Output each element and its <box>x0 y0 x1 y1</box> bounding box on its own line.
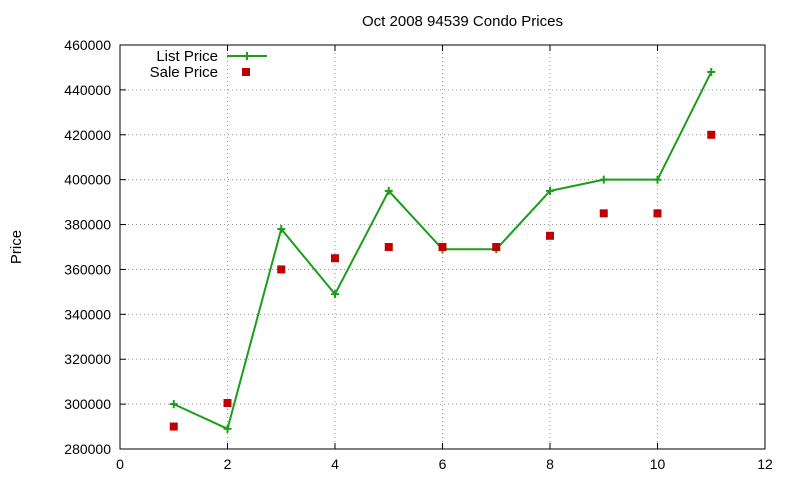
sale-price-point <box>599 209 608 218</box>
sale-price-point <box>653 209 662 218</box>
ticks-layer: 0 2 4 6 8 10 12 280000 300000 320000 340000 360000 3… <box>64 37 773 472</box>
x-tick-label: 0 <box>116 456 124 472</box>
y-tick-label: 460000 <box>64 37 111 53</box>
y-tick-label: 340000 <box>64 306 111 322</box>
y-axis-label: Price <box>8 230 25 264</box>
legend-swatch-marker <box>243 52 251 60</box>
list-price-point <box>223 424 232 433</box>
list-price-point <box>707 67 716 76</box>
x-tick-label: 2 <box>224 456 232 472</box>
list-price-point <box>169 400 178 409</box>
list-price-point <box>653 175 662 184</box>
list-price-point <box>599 175 608 184</box>
sale-price-point <box>223 398 232 407</box>
list-price-point <box>331 290 339 299</box>
y-tick-label: 380000 <box>64 217 111 233</box>
list-price-point <box>384 186 393 195</box>
y-tick-label: 440000 <box>64 82 111 98</box>
x-tick-label: 8 <box>546 456 554 472</box>
sale-price-point <box>331 254 339 263</box>
y-tick-label: 400000 <box>64 172 111 188</box>
grid-layer <box>120 45 765 449</box>
list-price-point <box>546 186 554 195</box>
series-sale-price <box>169 130 716 431</box>
list-price-point <box>277 225 286 234</box>
y-tick-label: 320000 <box>64 351 111 367</box>
series-layer <box>169 67 716 433</box>
sale-price-point <box>707 130 716 139</box>
sale-price-point <box>438 243 447 251</box>
y-tick-label: 360000 <box>64 261 111 277</box>
sale-price-point <box>384 243 393 251</box>
x-tick-label: 4 <box>331 456 339 472</box>
x-tick-label: 12 <box>757 456 773 472</box>
legend-label: Sale Price <box>150 64 218 81</box>
sale-price-point <box>277 265 286 274</box>
sale-price-point <box>492 243 501 251</box>
x-tick-label: 10 <box>650 456 666 472</box>
chart-title: Oct 2008 94539 Condo Prices <box>362 13 563 30</box>
y-tick-label: 280000 <box>64 441 111 457</box>
y-tick-label: 420000 <box>64 127 111 143</box>
sale-price-point <box>169 422 178 431</box>
legend-label: List Price <box>156 48 218 65</box>
x-tick-label: 6 <box>439 456 447 472</box>
legend-swatch-marker <box>242 68 250 76</box>
y-tick-label: 300000 <box>64 396 111 412</box>
sale-price-point <box>546 231 554 240</box>
